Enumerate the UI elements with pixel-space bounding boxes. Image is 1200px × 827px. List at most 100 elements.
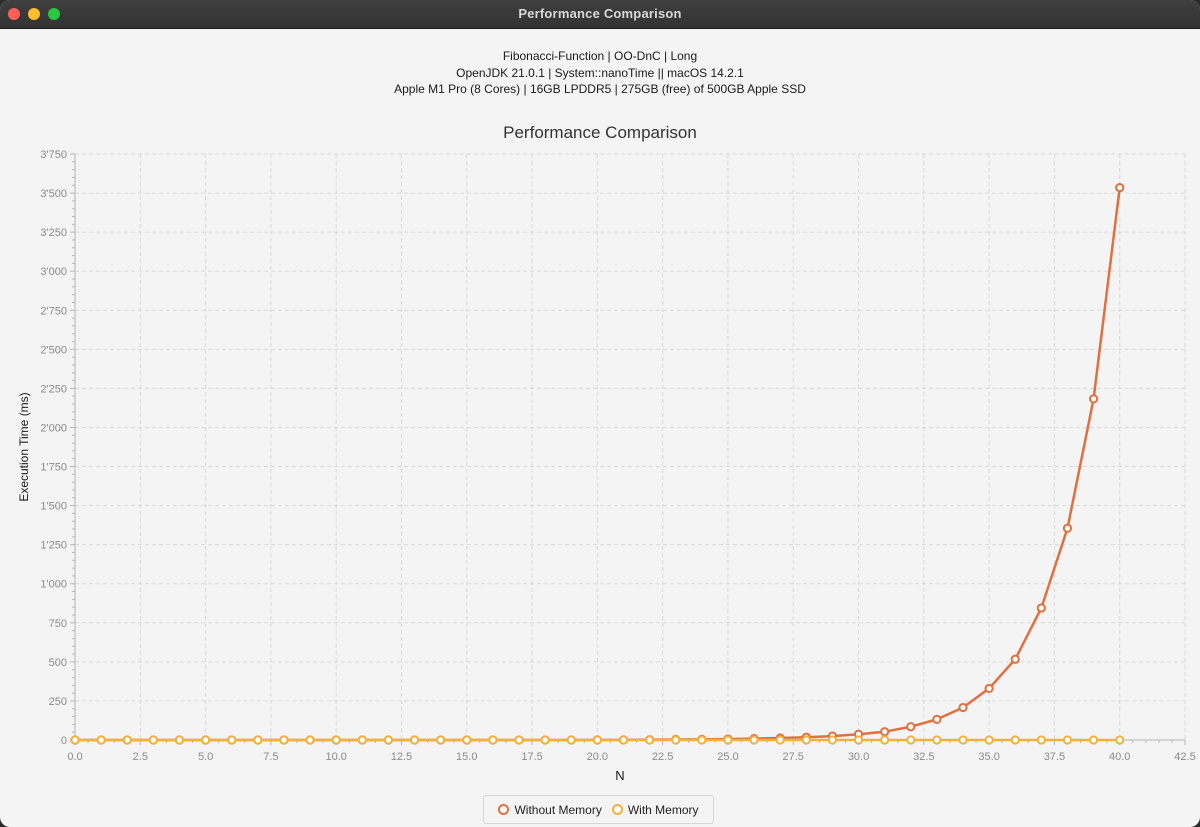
data-point-with-memory [488,735,498,745]
x-tick-label: 35.0 [978,751,999,763]
legend-marker-with-memory [611,804,623,815]
data-point-with-memory [775,735,785,745]
y-tick-label: 2'250 [40,383,67,395]
maximize-button[interactable] [48,8,60,20]
data-point-with-memory [409,735,420,745]
y-tick-label: 1'750 [40,462,67,474]
subtitle-hardware: Apple M1 Pro (8 Cores) | 16GB LPDDR5 | 2… [394,82,806,96]
data-point-with-memory [932,735,942,745]
data-point-with-memory [148,735,158,745]
x-tick-label: 30.0 [848,751,869,763]
data-point-with-memory [96,735,106,745]
data-point-with-memory [592,735,602,745]
data-point-with-memory [174,735,185,745]
x-tick-label: 17.5 [521,751,542,763]
x-tick-label: 42.5 [1174,751,1195,763]
data-point-without-memory [932,714,942,724]
data-point-without-memory [906,722,916,732]
x-tick-label: 12.5 [391,751,412,763]
data-point-with-memory [697,735,707,745]
x-tick-label: 15.0 [456,751,477,763]
data-point-with-memory [618,735,629,745]
legend-item-with-memory[interactable]: With Memory [611,802,699,817]
legend-item-without-memory[interactable]: Without Memory [498,802,602,817]
data-point-with-memory [462,735,472,745]
data-point-without-memory [1062,523,1073,533]
data-point-with-memory [540,735,550,745]
data-point-with-memory [305,735,315,745]
legend-label-without-memory: Without Memory [514,802,602,817]
x-axis-label: N [615,768,625,783]
data-point-without-memory [958,702,968,713]
y-tick-label: 2'000 [40,422,67,434]
data-point-with-memory [200,735,211,745]
x-tick-label: 10.0 [325,751,346,763]
y-tick-label: 2'500 [40,344,67,356]
data-point-with-memory [958,735,968,745]
close-button[interactable] [8,8,20,20]
x-tick-label: 32.5 [913,751,934,763]
y-tick-label: 3'500 [40,188,67,200]
minimize-button[interactable] [28,8,40,20]
data-point-with-memory [383,735,394,745]
y-tick-label: 3'000 [40,266,67,278]
data-point-with-memory [436,735,446,745]
data-point-with-memory [566,735,576,745]
chart-legend: Without Memory With Memory [483,795,714,824]
data-point-with-memory [1036,735,1046,745]
y-axis-label: Execution Time (ms) [17,392,31,502]
data-point-with-memory [749,735,759,745]
y-tick-label: 1'000 [40,579,67,591]
data-point-with-memory [253,735,263,745]
legend-marker-without-memory [498,804,510,815]
x-tick-label: 5.0 [198,751,213,763]
plot-area [75,154,1185,740]
data-point-with-memory [801,735,811,745]
x-tick-label: 25.0 [717,751,738,763]
data-point-with-memory [644,735,655,745]
x-tick-label: 27.5 [783,751,804,763]
data-point-without-memory [1010,654,1020,664]
data-point-with-memory [853,735,864,745]
data-point-with-memory [671,735,681,745]
y-tick-label: 500 [49,657,67,669]
data-point-with-memory [1010,735,1020,745]
y-tick-label: 250 [49,696,67,708]
x-tick-label: 2.5 [133,751,148,763]
data-point-without-memory [984,683,994,694]
data-point-without-memory [880,727,890,737]
data-point-with-memory [70,735,80,745]
y-tick-label: 1'500 [40,501,67,513]
data-point-with-memory [357,735,367,745]
y-tick-label: 2'750 [40,305,67,317]
data-point-with-memory [1088,735,1099,745]
data-point-with-memory [331,735,341,745]
data-point-without-memory [1036,603,1046,613]
data-point-with-memory [827,735,838,745]
y-tick-label: 750 [49,618,67,630]
data-point-without-memory [1115,182,1125,193]
x-tick-label: 7.5 [263,751,278,763]
subtitle-benchmark: Fibonacci-Function | OO-DnC | Long [502,49,698,63]
data-point-with-memory [906,735,916,745]
x-tick-label: 0.0 [67,751,82,763]
data-point-with-memory [514,735,524,745]
data-point-with-memory [279,735,289,745]
y-tick-label: 3'250 [40,227,67,239]
legend-label-with-memory: With Memory [627,802,699,817]
x-tick-label: 22.5 [652,751,673,763]
data-point-with-memory [1115,735,1125,745]
data-point-with-memory [880,735,890,745]
y-tick-label: 0 [61,735,67,747]
x-tick-label: 37.5 [1044,751,1065,763]
chart-title: Performance Comparison [503,123,697,142]
title-bar: Performance Comparison [0,0,1200,29]
x-tick-label: 20.0 [587,751,608,763]
x-tick-label: 40.0 [1109,751,1130,763]
y-tick-label: 3'750 [40,149,67,161]
data-point-with-memory [1062,735,1073,745]
window-title: Performance Comparison [518,6,682,21]
data-point-with-memory [227,735,237,745]
